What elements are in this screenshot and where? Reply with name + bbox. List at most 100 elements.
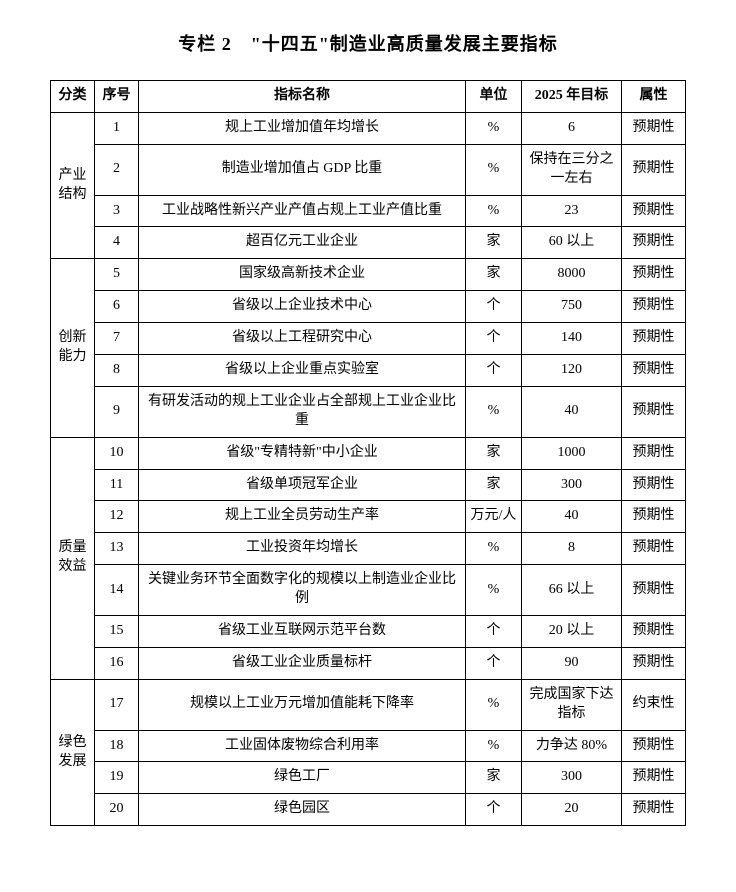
index-cell: 11 (95, 469, 139, 501)
index-cell: 16 (95, 647, 139, 679)
target-cell: 120 (522, 355, 622, 387)
attr-cell: 预期性 (622, 323, 686, 355)
target-cell: 300 (522, 469, 622, 501)
name-cell: 国家级高新技术企业 (139, 259, 466, 291)
index-cell: 13 (95, 533, 139, 565)
name-cell: 有研发活动的规上工业企业占全部规上工业企业比重 (139, 386, 466, 437)
index-cell: 20 (95, 794, 139, 826)
target-cell: 8 (522, 533, 622, 565)
unit-cell: % (466, 112, 522, 144)
table-row: 9有研发活动的规上工业企业占全部规上工业企业比重%40预期性 (51, 386, 686, 437)
page-title: 专栏 2 "十四五"制造业高质量发展主要指标 (50, 30, 686, 56)
col-header-name: 指标名称 (139, 81, 466, 113)
target-cell: 保持在三分之一左右 (522, 144, 622, 195)
name-cell: 制造业增加值占 GDP 比重 (139, 144, 466, 195)
index-cell: 7 (95, 323, 139, 355)
indicator-table: 分类 序号 指标名称 单位 2025 年目标 属性 产业结构1规上工业增加值年均… (50, 80, 686, 826)
attr-cell: 预期性 (622, 386, 686, 437)
table-row: 7省级以上工程研究中心个140预期性 (51, 323, 686, 355)
name-cell: 绿色工厂 (139, 762, 466, 794)
attr-cell: 预期性 (622, 195, 686, 227)
name-cell: 关键业务环节全面数字化的规模以上制造业企业比例 (139, 565, 466, 616)
table-row: 绿色发展17规模以上工业万元增加值能耗下降率%完成国家下达指标约束性 (51, 679, 686, 730)
name-cell: 规上工业增加值年均增长 (139, 112, 466, 144)
target-cell: 66 以上 (522, 565, 622, 616)
unit-cell: 个 (466, 616, 522, 648)
unit-cell: % (466, 533, 522, 565)
table-row: 产业结构1规上工业增加值年均增长%6预期性 (51, 112, 686, 144)
index-cell: 12 (95, 501, 139, 533)
index-cell: 17 (95, 679, 139, 730)
attr-cell: 预期性 (622, 794, 686, 826)
unit-cell: 家 (466, 437, 522, 469)
index-cell: 1 (95, 112, 139, 144)
table-row: 20绿色园区个20预期性 (51, 794, 686, 826)
target-cell: 40 (522, 386, 622, 437)
name-cell: 工业战略性新兴产业产值占规上工业产值比重 (139, 195, 466, 227)
target-cell: 23 (522, 195, 622, 227)
category-cell: 绿色发展 (51, 679, 95, 825)
table-row: 6省级以上企业技术中心个750预期性 (51, 291, 686, 323)
attr-cell: 预期性 (622, 565, 686, 616)
name-cell: 省级工业互联网示范平台数 (139, 616, 466, 648)
index-cell: 9 (95, 386, 139, 437)
table-row: 质量效益10省级"专精特新"中小企业家1000预期性 (51, 437, 686, 469)
table-row: 18工业固体废物综合利用率%力争达 80%预期性 (51, 730, 686, 762)
unit-cell: 个 (466, 323, 522, 355)
attr-cell: 预期性 (622, 259, 686, 291)
target-cell: 60 以上 (522, 227, 622, 259)
index-cell: 8 (95, 355, 139, 387)
index-cell: 2 (95, 144, 139, 195)
category-cell: 产业结构 (51, 112, 95, 258)
unit-cell: 个 (466, 291, 522, 323)
target-cell: 20 以上 (522, 616, 622, 648)
category-cell: 质量效益 (51, 437, 95, 679)
table-row: 13工业投资年均增长%8预期性 (51, 533, 686, 565)
attr-cell: 约束性 (622, 679, 686, 730)
unit-cell: % (466, 144, 522, 195)
attr-cell: 预期性 (622, 647, 686, 679)
index-cell: 5 (95, 259, 139, 291)
target-cell: 8000 (522, 259, 622, 291)
name-cell: 工业投资年均增长 (139, 533, 466, 565)
index-cell: 6 (95, 291, 139, 323)
attr-cell: 预期性 (622, 144, 686, 195)
attr-cell: 预期性 (622, 730, 686, 762)
table-row: 2制造业增加值占 GDP 比重%保持在三分之一左右预期性 (51, 144, 686, 195)
unit-cell: 万元/人 (466, 501, 522, 533)
unit-cell: % (466, 565, 522, 616)
attr-cell: 预期性 (622, 501, 686, 533)
name-cell: 省级以上企业重点实验室 (139, 355, 466, 387)
category-cell: 创新能力 (51, 259, 95, 437)
index-cell: 3 (95, 195, 139, 227)
table-row: 8省级以上企业重点实验室个120预期性 (51, 355, 686, 387)
index-cell: 19 (95, 762, 139, 794)
col-header-attr: 属性 (622, 81, 686, 113)
target-cell: 力争达 80% (522, 730, 622, 762)
attr-cell: 预期性 (622, 469, 686, 501)
index-cell: 14 (95, 565, 139, 616)
table-row: 4超百亿元工业企业家60 以上预期性 (51, 227, 686, 259)
table-row: 创新能力5国家级高新技术企业家8000预期性 (51, 259, 686, 291)
name-cell: 省级以上工程研究中心 (139, 323, 466, 355)
unit-cell: 家 (466, 259, 522, 291)
attr-cell: 预期性 (622, 762, 686, 794)
attr-cell: 预期性 (622, 437, 686, 469)
target-cell: 300 (522, 762, 622, 794)
table-row: 15省级工业互联网示范平台数个20 以上预期性 (51, 616, 686, 648)
target-cell: 1000 (522, 437, 622, 469)
unit-cell: 家 (466, 227, 522, 259)
name-cell: 工业固体废物综合利用率 (139, 730, 466, 762)
table-row: 19绿色工厂家300预期性 (51, 762, 686, 794)
target-cell: 750 (522, 291, 622, 323)
attr-cell: 预期性 (622, 112, 686, 144)
unit-cell: 个 (466, 794, 522, 826)
name-cell: 省级单项冠军企业 (139, 469, 466, 501)
table-row: 3工业战略性新兴产业产值占规上工业产值比重%23预期性 (51, 195, 686, 227)
index-cell: 18 (95, 730, 139, 762)
target-cell: 6 (522, 112, 622, 144)
index-cell: 10 (95, 437, 139, 469)
unit-cell: 个 (466, 647, 522, 679)
unit-cell: 个 (466, 355, 522, 387)
target-cell: 40 (522, 501, 622, 533)
